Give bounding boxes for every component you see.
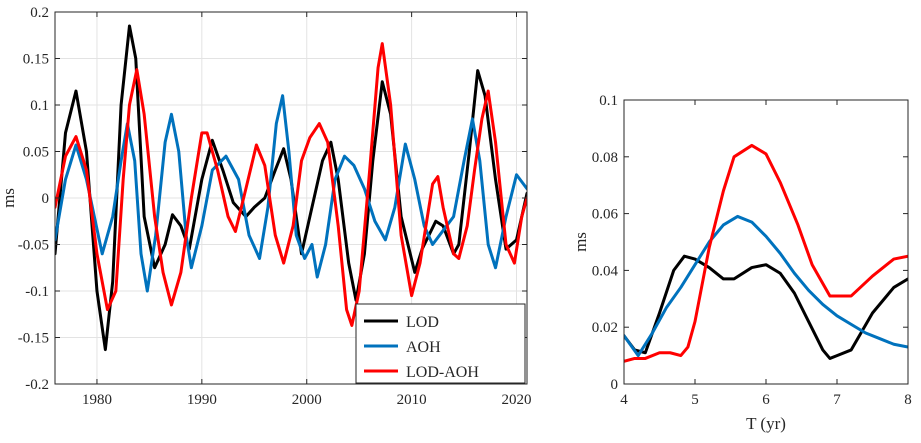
y-tick-label: 0: [42, 191, 50, 207]
series-line-lod-aoh: [55, 42, 527, 327]
legend-label: LOD: [406, 314, 439, 331]
series-line-1: [624, 214, 908, 358]
y-axis-label: ms: [571, 232, 590, 252]
x-tick-label: 8: [904, 392, 912, 408]
y-tick-label: -0.05: [18, 238, 49, 254]
x-tick-label: 2010: [397, 392, 427, 408]
y-tick-label: 0.1: [30, 98, 49, 114]
y-axis-label: ms: [0, 188, 18, 208]
x-tick-label: 6: [762, 392, 770, 408]
x-tick-label: 1990: [187, 392, 217, 408]
x-tick-label: 5: [691, 392, 699, 408]
y-tick-label: 0.04: [592, 263, 619, 279]
y-tick-label: 0.05: [23, 145, 49, 161]
x-tick-label: 2000: [292, 392, 322, 408]
legend: LOD AOH LOD-AOH: [355, 303, 526, 384]
left-chart: 1980 1990 2000 2010 2020 -0.2 -0.15 -0.1 -0.05 0 0…: [0, 5, 532, 408]
x-tick-label: 4: [620, 392, 628, 408]
y-tick-label: -0.2: [25, 377, 49, 393]
y-tick-label: 0.2: [30, 5, 49, 21]
y-tick-label: -0.15: [18, 331, 49, 347]
y-tick-label: 0.1: [599, 93, 618, 109]
y-tick-label: 0.08: [592, 150, 618, 166]
y-tick-label: 0.06: [592, 207, 619, 223]
series-line-2: [624, 143, 908, 363]
y-tick-label: 0: [611, 377, 619, 393]
series-line-aoh: [55, 94, 527, 293]
legend-label: AOH: [406, 339, 441, 356]
x-tick-label: 1980: [82, 392, 112, 408]
y-tick-label: 0.02: [592, 320, 618, 336]
y-tick-label: -0.1: [25, 284, 49, 300]
series-line-0: [624, 254, 908, 360]
right-chart: 4 5 6 7 8 0 0.02 0.04 0.06 0.08 0.1 ms T (yr): [571, 93, 912, 433]
x-axis-label: T (yr): [746, 414, 786, 433]
series-group: [55, 24, 527, 352]
axes-box: [623, 99, 909, 385]
x-tick-label: 7: [833, 392, 841, 408]
y-tick-label: 0.15: [23, 52, 49, 68]
series-group: [624, 143, 908, 363]
legend-label: LOD-AOH: [406, 364, 479, 381]
x-tick-label: 2020: [502, 392, 532, 408]
